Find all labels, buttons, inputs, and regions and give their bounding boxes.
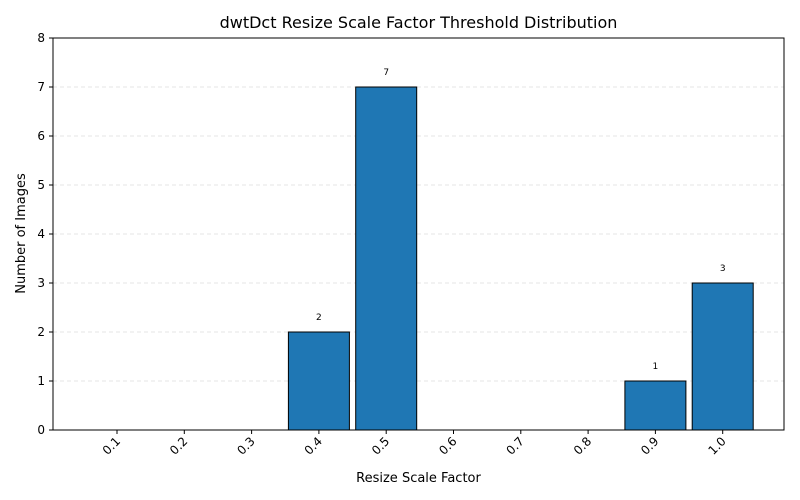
y-tick-label: 2 <box>37 325 45 339</box>
x-tick-label: 0.8 <box>571 434 594 457</box>
bar-0.5 <box>355 86 418 431</box>
y-tick-label: 8 <box>37 31 45 45</box>
bar-0.9 <box>624 380 687 431</box>
gridlines <box>53 86 784 382</box>
bars <box>287 86 754 431</box>
x-axis-ticks: 0.1 0.2 0.3 0.4 0.5 0.6 0.7 0.8 0.9 1.0 <box>100 430 729 458</box>
bar-value-labels: 2 7 1 3 <box>316 68 726 372</box>
y-tick-label: 0 <box>37 423 45 437</box>
y-tick-label: 6 <box>37 129 45 143</box>
x-tick-label: 0.5 <box>369 434 392 457</box>
y-tick-label: 4 <box>37 227 45 241</box>
bar-value-label: 7 <box>383 68 389 78</box>
x-tick-label: 1.0 <box>705 434 728 457</box>
y-tick-label: 1 <box>37 374 45 388</box>
bar-value-label: 2 <box>316 313 322 323</box>
x-tick-label: 0.2 <box>167 434 190 457</box>
bar-1.0 <box>691 282 754 431</box>
x-tick-label: 0.9 <box>638 434 661 457</box>
x-tick-label: 0.7 <box>504 434 527 457</box>
y-tick-label: 7 <box>37 80 45 94</box>
bar-value-label: 3 <box>720 264 726 274</box>
y-tick-label: 3 <box>37 276 45 290</box>
bar-0.4 <box>287 331 350 431</box>
y-axis-label: Number of Images <box>14 173 29 294</box>
x-tick-label: 0.1 <box>100 434 123 457</box>
x-tick-label: 0.6 <box>436 434 459 457</box>
x-tick-label: 0.4 <box>302 434 325 457</box>
bar-value-label: 1 <box>653 362 659 372</box>
x-axis-label: Resize Scale Factor <box>356 471 481 486</box>
x-tick-label: 0.3 <box>234 434 257 457</box>
chart-title: dwtDct Resize Scale Factor Threshold Dis… <box>220 13 618 32</box>
y-tick-label: 5 <box>37 178 45 192</box>
y-axis-ticks: 0 1 2 3 4 5 6 7 8 <box>37 31 53 437</box>
